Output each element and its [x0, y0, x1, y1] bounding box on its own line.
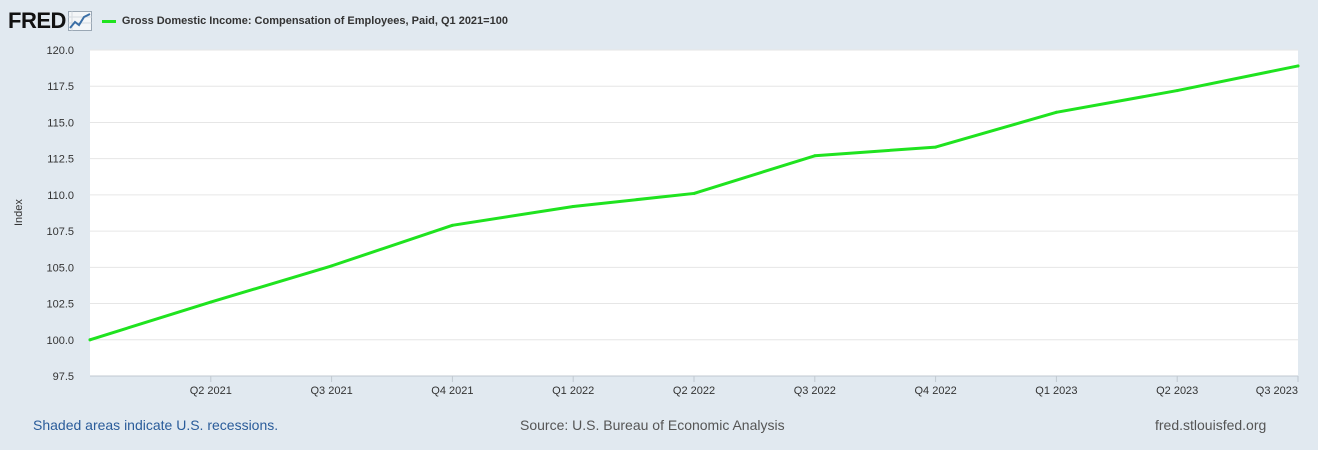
- chart-legend: Gross Domestic Income: Compensation of E…: [101, 15, 508, 27]
- y-axis-ticks: 97.5 100.0 102.5 105.0 107.5 110.0 112.5 115.0 1…: [46, 45, 74, 383]
- data-point: [1296, 64, 1300, 68]
- data-point: [934, 145, 938, 149]
- data-point: [330, 264, 334, 268]
- x-tick-label: Q3 2023: [1256, 385, 1298, 397]
- chart-header: FRED Gross Domestic Income: Compensation…: [8, 6, 508, 36]
- x-tick-label: Q2 2022: [673, 385, 715, 397]
- y-tick-label: 97.5: [53, 371, 74, 383]
- y-tick-label: 107.5: [46, 226, 74, 238]
- site-link[interactable]: fred.stlouisfed.org: [1155, 417, 1267, 433]
- y-tick-label: 100.0: [46, 335, 74, 347]
- x-tick-label: Q4 2022: [914, 385, 956, 397]
- x-tick-label: Q2 2023: [1156, 385, 1198, 397]
- y-tick-label: 110.0: [47, 190, 74, 202]
- fred-graph-icon: [67, 11, 92, 31]
- y-tick-label: 117.5: [47, 81, 74, 93]
- fred-logo[interactable]: FRED: [8, 8, 66, 33]
- data-point: [571, 204, 575, 208]
- data-point: [692, 191, 696, 195]
- data-point: [209, 300, 213, 304]
- x-tick-label: Q3 2022: [794, 385, 836, 397]
- plot-area: [90, 50, 1298, 376]
- y-tick-label: 102.5: [46, 299, 74, 311]
- y-tick-label: 112.5: [47, 154, 74, 166]
- series-layer: [88, 64, 1300, 342]
- y-tick-label: 120.0: [46, 45, 74, 57]
- x-tick-label: Q2 2021: [190, 385, 232, 397]
- x-tick-label: Q4 2021: [431, 385, 473, 397]
- x-axis-ticks: Q2 2021 Q3 2021 Q4 2021 Q1 2022 Q2 2022 Q3 20…: [190, 376, 1299, 397]
- recession-note-link[interactable]: Shaded areas indicate U.S. recessions.: [33, 417, 279, 433]
- data-point: [813, 154, 817, 158]
- x-tick-label: Q1 2022: [552, 385, 594, 397]
- x-tick-label: Q1 2023: [1035, 385, 1077, 397]
- data-point: [1054, 110, 1058, 114]
- legend-label: Gross Domestic Income: Compensation of E…: [121, 15, 508, 27]
- x-tick-label: Q3 2021: [310, 385, 352, 397]
- legend-swatch: [101, 19, 116, 23]
- data-point: [88, 338, 92, 342]
- line-chart: 97.5 100.0 102.5 105.0 107.5 110.0 112.5 115.0 1…: [46, 45, 1300, 397]
- y-tick-label: 105.0: [46, 262, 74, 274]
- y-tick-label: 115.0: [47, 117, 74, 129]
- data-point: [1175, 89, 1179, 93]
- data-point: [450, 223, 454, 227]
- source-note: Source: U.S. Bureau of Economic Analysis: [520, 417, 785, 433]
